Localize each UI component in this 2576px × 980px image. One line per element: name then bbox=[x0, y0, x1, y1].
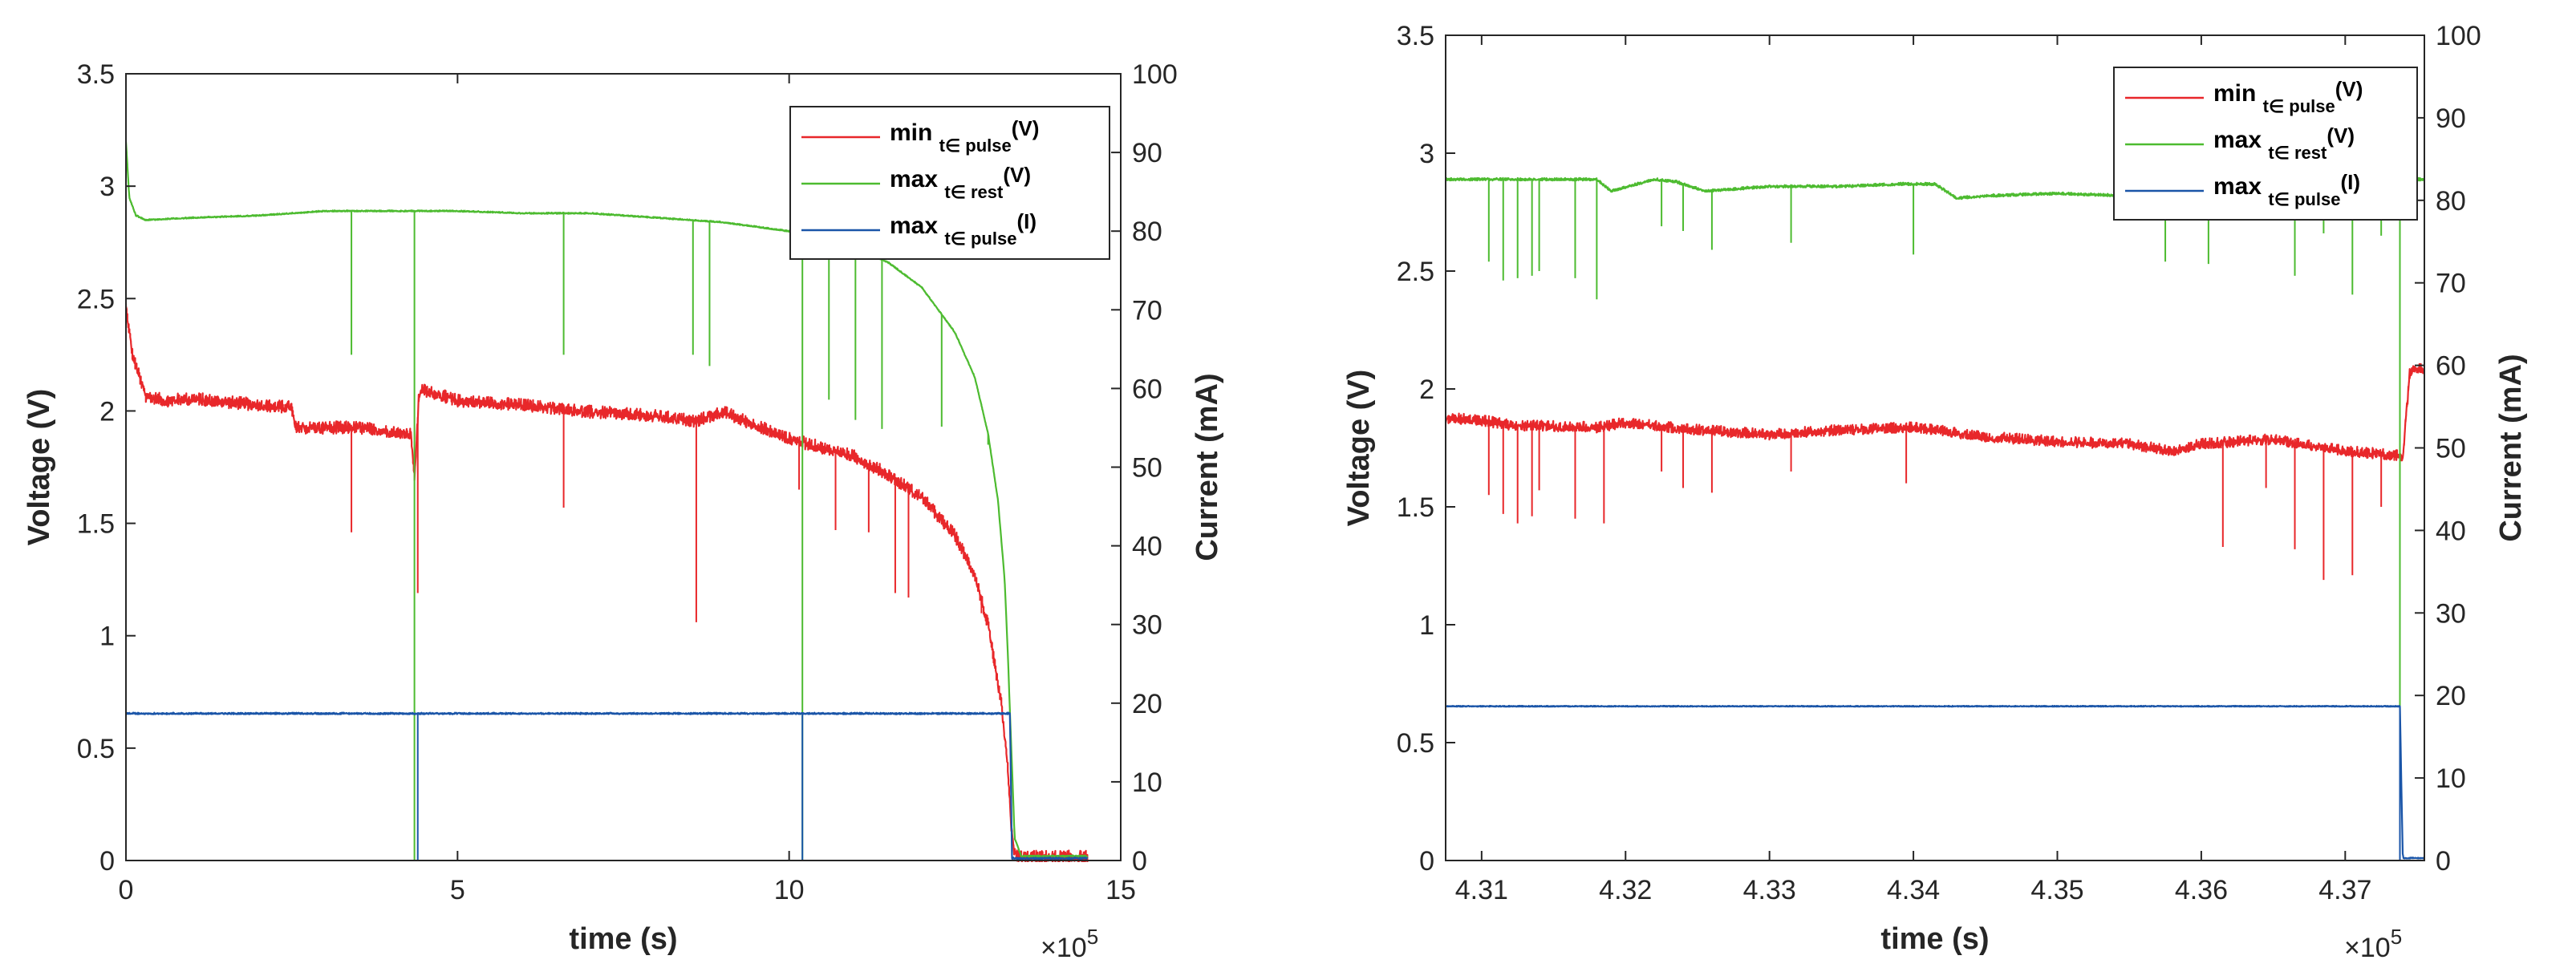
x-axis-label: time (s) bbox=[569, 922, 677, 956]
y-tick-label-left: 0.5 bbox=[77, 734, 115, 764]
y-tick-label-left: 3 bbox=[99, 172, 115, 202]
y-tick-label-right: 80 bbox=[2436, 186, 2466, 217]
legend-entry: max t∈ rest(V) bbox=[890, 163, 1031, 202]
y-tick-label-right: 30 bbox=[1132, 610, 1162, 641]
y-tick-label-left: 1.5 bbox=[77, 509, 115, 540]
y-tick-label-right: 0 bbox=[1132, 846, 1147, 877]
data-layer bbox=[1446, 176, 2424, 861]
y-tick-label-left: 0.5 bbox=[1397, 728, 1434, 759]
legend-main: max bbox=[2213, 173, 2268, 200]
y-tick-label-left: 0 bbox=[99, 846, 115, 877]
chart-left-panel: 0 5 10 1500.511.522.533.5010203040506070809… bbox=[22, 59, 1224, 963]
x-tick-label: 4.37 bbox=[2318, 875, 2371, 905]
series-line-max_rest_V bbox=[126, 140, 1089, 858]
y-tick-label-right: 60 bbox=[1132, 374, 1162, 404]
legend-unit: (I) bbox=[1016, 209, 1036, 233]
y-tick-label-right: 10 bbox=[2436, 763, 2466, 794]
legend-sub: t∈ rest bbox=[944, 182, 1004, 202]
x-exponent-base: ×10 bbox=[1041, 933, 1087, 963]
legend-main: max bbox=[2213, 127, 2268, 153]
legend-unit: (V) bbox=[1012, 116, 1040, 140]
legend-entry: max t∈ rest(V) bbox=[2213, 124, 2355, 163]
x-tick-label: 4.31 bbox=[1455, 875, 1508, 905]
series-line-min_pulse_V bbox=[126, 303, 1089, 862]
series-line-max_pulse_I bbox=[1446, 705, 2424, 860]
x-exponent-base: ×10 bbox=[2344, 933, 2391, 963]
legend-entry: min t∈ pulse(V) bbox=[890, 116, 1039, 156]
y-tick-label-left: 3.5 bbox=[77, 59, 115, 90]
y-tick-label-right: 40 bbox=[1132, 532, 1162, 562]
y-tick-label-right: 100 bbox=[2436, 21, 2481, 51]
legend-unit: (V) bbox=[1003, 163, 1031, 187]
y-tick-label-left: 3 bbox=[1419, 139, 1434, 169]
legend-entry: max t∈ pulse(I) bbox=[2213, 170, 2360, 209]
legend-sub: t∈ pulse bbox=[2263, 96, 2335, 116]
y-tick-label-right: 0 bbox=[2436, 846, 2451, 877]
legend-main: max bbox=[890, 213, 944, 239]
y-tick-label-right: 50 bbox=[2436, 434, 2466, 464]
series-line-min_pulse_V bbox=[1446, 362, 2424, 462]
legend-unit: (I) bbox=[2340, 170, 2360, 194]
y-axis-label-left: Voltage (V) bbox=[1342, 370, 1376, 527]
y-tick-label-right: 10 bbox=[1132, 767, 1162, 798]
legend-main: max bbox=[890, 166, 944, 192]
y-tick-label-left: 2.5 bbox=[1397, 257, 1434, 287]
legend-unit: (V) bbox=[2335, 77, 2363, 101]
legend-unit: (V) bbox=[2327, 124, 2355, 148]
x-axis-exponent: ×105 bbox=[2344, 925, 2402, 963]
y-tick-label-right: 70 bbox=[2436, 269, 2466, 299]
y-tick-label-left: 2 bbox=[1419, 375, 1434, 405]
x-tick-label: 4.35 bbox=[2030, 875, 2083, 905]
y-tick-label-left: 2 bbox=[99, 396, 115, 427]
legend-main: min bbox=[2213, 80, 2263, 107]
y-tick-label-right: 20 bbox=[1132, 689, 1162, 719]
x-exponent-power: 5 bbox=[1087, 925, 1098, 949]
y-axis-label-right: Current (mA) bbox=[1191, 373, 1224, 561]
y-tick-label-right: 70 bbox=[1132, 295, 1162, 326]
x-tick-label: 4.33 bbox=[1743, 875, 1796, 905]
x-tick-label: 10 bbox=[774, 875, 805, 905]
y-tick-label-right: 80 bbox=[1132, 217, 1162, 247]
x-tick-label: 0 bbox=[119, 875, 134, 905]
x-tick-label: 5 bbox=[450, 875, 465, 905]
series-line-max_pulse_I bbox=[126, 711, 1089, 861]
y-tick-label-right: 30 bbox=[2436, 598, 2466, 629]
x-tick-label: 4.32 bbox=[1599, 875, 1652, 905]
y-tick-label-right: 20 bbox=[2436, 681, 2466, 711]
y-axis-label-right: Current (mA) bbox=[2494, 354, 2528, 541]
chart-right-panel: 4.31 4.32 4.33 4.34 4.35 4.36 4.37 0 0.5 1 1.5 2 2.5… bbox=[1342, 21, 2528, 963]
legend-sub: t∈ rest bbox=[2268, 143, 2327, 163]
y-tick-label-right: 90 bbox=[1132, 138, 1162, 168]
x-tick-label: 4.34 bbox=[1887, 875, 1940, 905]
x-tick-label: 15 bbox=[1105, 875, 1136, 905]
legend-sub: t∈ pulse bbox=[944, 229, 1016, 249]
y-tick-label-right: 60 bbox=[2436, 351, 2466, 382]
legend-entry: max t∈ pulse(I) bbox=[890, 209, 1036, 249]
y-tick-label-left: 1 bbox=[99, 622, 115, 652]
y-tick-label-right: 90 bbox=[2436, 103, 2466, 134]
legend-sub: t∈ pulse bbox=[2268, 189, 2340, 209]
y-axis-label-left: Voltage (V) bbox=[22, 389, 56, 546]
y-tick-label-left: 3.5 bbox=[1397, 21, 1434, 51]
legend-main: min bbox=[890, 119, 939, 146]
legend: min t∈ pulse(V)max t∈ rest(V)max t∈ puls… bbox=[789, 106, 1110, 260]
y-tick-label-right: 40 bbox=[2436, 516, 2466, 546]
legend: min t∈ pulse(V)max t∈ rest(V)max t∈ puls… bbox=[2113, 67, 2418, 221]
x-exponent-power: 5 bbox=[2391, 925, 2402, 949]
legend-sub: t∈ pulse bbox=[939, 136, 1012, 156]
y-tick-label-left: 1 bbox=[1419, 610, 1434, 641]
x-axis-exponent: ×105 bbox=[1041, 925, 1098, 963]
y-tick-label-right: 50 bbox=[1132, 453, 1162, 484]
data-layer bbox=[126, 140, 1089, 862]
y-tick-label-left: 0 bbox=[1419, 846, 1434, 877]
y-tick-label-left: 1.5 bbox=[1397, 492, 1434, 523]
x-tick-label: 4.36 bbox=[2175, 875, 2228, 905]
legend-entry: min t∈ pulse(V) bbox=[2213, 77, 2363, 116]
y-tick-label-right: 100 bbox=[1132, 59, 1178, 90]
y-tick-label-left: 2.5 bbox=[77, 284, 115, 314]
x-axis-label: time (s) bbox=[1880, 922, 1989, 956]
